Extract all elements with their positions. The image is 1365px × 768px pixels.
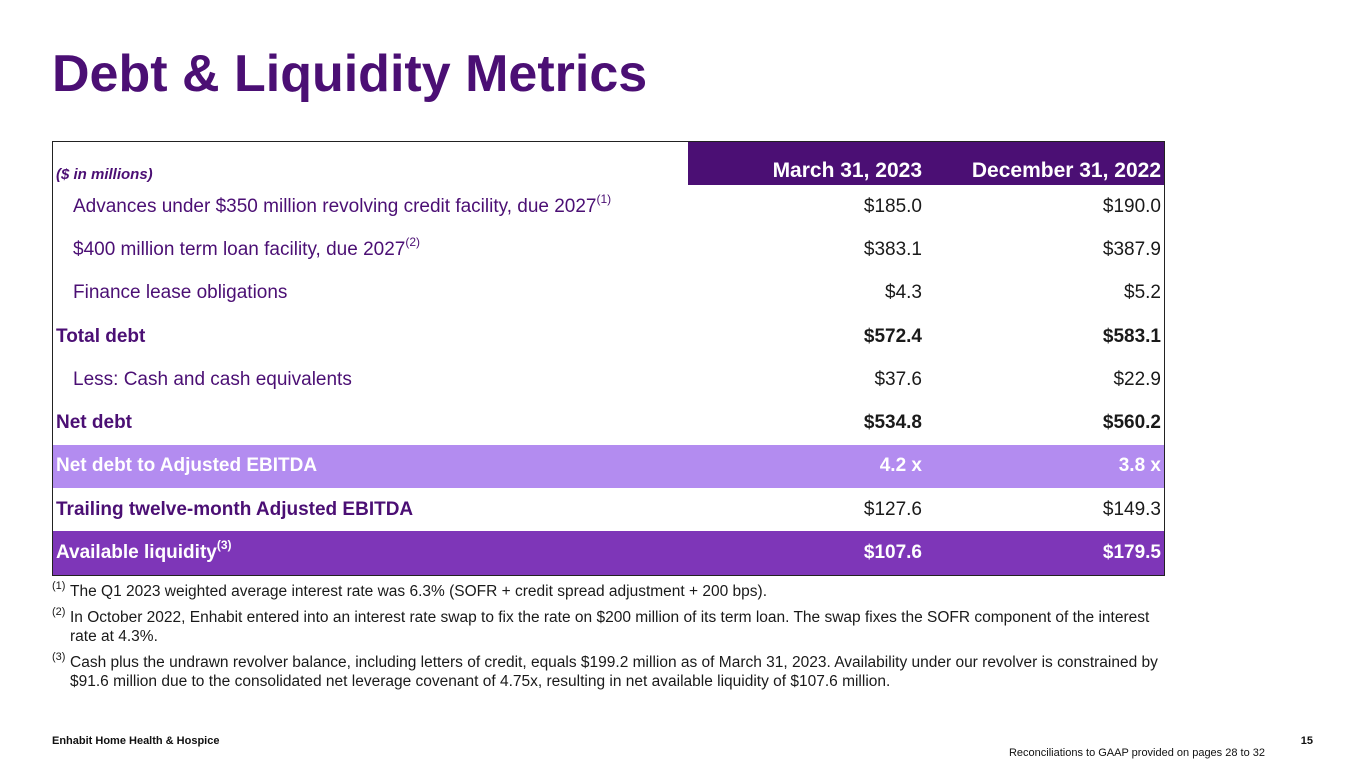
row-value-december: $5.2 bbox=[1124, 282, 1161, 304]
row-value-december: $560.2 bbox=[1102, 412, 1161, 434]
row-value-march: $534.8 bbox=[863, 412, 922, 434]
footnote-text: Cash plus the undrawn revolver balance, … bbox=[70, 654, 1158, 690]
unit-label: ($ in millions) bbox=[56, 166, 153, 183]
row-label: Advances under $350 million revolving cr… bbox=[73, 191, 612, 217]
row-label: Total debt bbox=[56, 325, 146, 347]
footnote-text: In October 2022, Enhabit entered into an… bbox=[70, 609, 1150, 645]
row-value-march: $37.6 bbox=[874, 368, 922, 390]
row-value-december: $22.9 bbox=[1113, 368, 1161, 390]
table-header-row: ($ in millions) March 31, 2023 December … bbox=[53, 142, 1164, 185]
footnotes: (1) The Q1 2023 weighted average interes… bbox=[52, 580, 1162, 698]
row-value-december: $179.5 bbox=[1102, 542, 1161, 564]
company-name: Enhabit Home Health & Hospice bbox=[52, 735, 220, 747]
row-label: Net debt to Adjusted EBITDA bbox=[56, 455, 318, 477]
total-debt-row: Total debt $572.4 $583.1 bbox=[53, 315, 1164, 358]
row-value-march: $383.1 bbox=[863, 238, 922, 260]
row-label: Available liquidity(3) bbox=[56, 538, 232, 564]
page-title: Debt & Liquidity Metrics bbox=[52, 45, 648, 103]
leverage-ratio-row: Net debt to Adjusted EBITDA 4.2 x 3.8 x bbox=[53, 444, 1164, 489]
table-row: Advances under $350 million revolving cr… bbox=[53, 185, 1164, 228]
row-value-march: $4.3 bbox=[885, 282, 922, 304]
reconciliation-note: Reconciliations to GAAP provided on page… bbox=[1008, 747, 1265, 759]
table-row: Less: Cash and cash equivalents $37.6 $2… bbox=[53, 358, 1164, 401]
row-value-december: $149.3 bbox=[1102, 498, 1161, 520]
footnote-mark: (2) bbox=[52, 606, 66, 618]
footnote-ref: (2) bbox=[405, 234, 421, 249]
row-value-march: $572.4 bbox=[863, 325, 922, 347]
page-number: 15 bbox=[1300, 735, 1313, 747]
column-header-december-2022: December 31, 2022 bbox=[926, 142, 1164, 185]
available-liquidity-row: Available liquidity(3) $107.6 $179.5 bbox=[53, 531, 1164, 575]
row-value-march: $107.6 bbox=[863, 542, 922, 564]
row-label: Finance lease obligations bbox=[73, 282, 288, 304]
row-value-december: $583.1 bbox=[1102, 325, 1161, 347]
footnote-2: (2) In October 2022, Enhabit entered int… bbox=[52, 606, 1162, 646]
row-label: $400 million term loan facility, due 202… bbox=[73, 234, 421, 260]
footnote-text: The Q1 2023 weighted average interest ra… bbox=[70, 583, 768, 600]
row-value-december: 3.8 x bbox=[1118, 455, 1161, 477]
footnote-3: (3) Cash plus the undrawn revolver balan… bbox=[52, 651, 1162, 691]
footnote-ref: (3) bbox=[216, 538, 232, 553]
table-row: $400 million term loan facility, due 202… bbox=[53, 228, 1164, 271]
footnote-ref: (1) bbox=[596, 191, 612, 206]
net-debt-row: Net debt $534.8 $560.2 bbox=[53, 401, 1164, 444]
row-value-march: 4.2 x bbox=[879, 455, 922, 477]
ttm-ebitda-row: Trailing twelve-month Adjusted EBITDA $1… bbox=[53, 488, 1164, 531]
row-label: Trailing twelve-month Adjusted EBITDA bbox=[56, 498, 414, 520]
footnote-mark: (3) bbox=[52, 651, 66, 663]
row-label: Less: Cash and cash equivalents bbox=[73, 368, 352, 390]
column-header-march-2023: March 31, 2023 bbox=[688, 142, 926, 185]
row-label: Net debt bbox=[56, 412, 132, 434]
footnote-mark: (1) bbox=[52, 580, 66, 592]
row-value-march: $185.0 bbox=[863, 195, 922, 217]
table-row: Finance lease obligations $4.3 $5.2 bbox=[53, 272, 1164, 315]
footnote-1: (1) The Q1 2023 weighted average interes… bbox=[52, 580, 1162, 601]
row-value-december: $387.9 bbox=[1102, 238, 1161, 260]
row-value-december: $190.0 bbox=[1102, 195, 1161, 217]
row-value-march: $127.6 bbox=[863, 498, 922, 520]
debt-liquidity-table: ($ in millions) March 31, 2023 December … bbox=[52, 141, 1165, 576]
